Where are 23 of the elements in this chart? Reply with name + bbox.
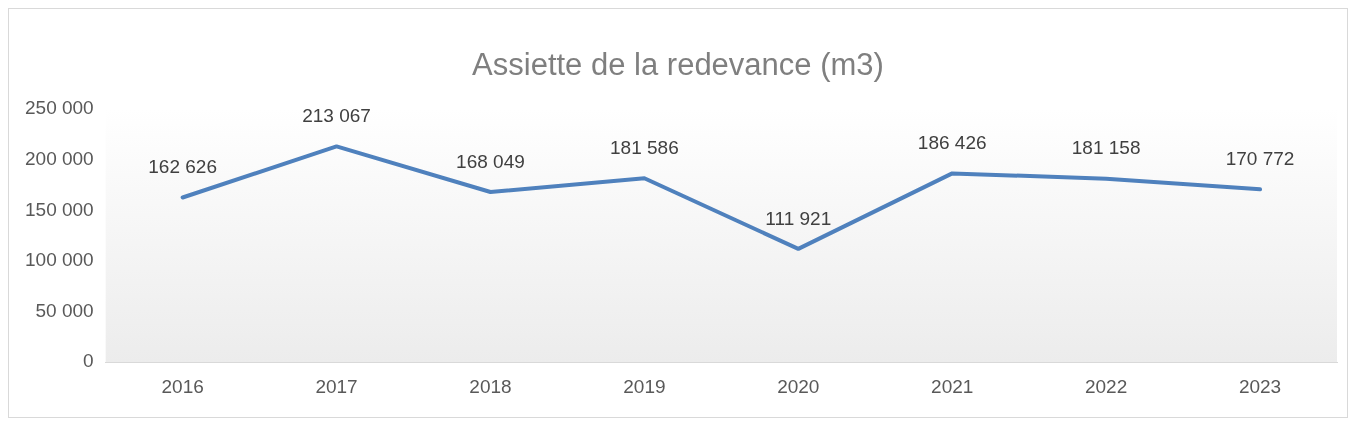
x-tick-label: 2023 (1238, 375, 1282, 397)
data-label: 162 626 (148, 156, 217, 178)
data-label: 186 426 (917, 132, 987, 154)
x-tick-label: 2016 (161, 375, 204, 397)
x-tick-label: 2021 (931, 375, 974, 397)
y-tick-label: 0 (83, 350, 94, 372)
data-label: 213 067 (302, 105, 371, 127)
y-tick-label: 200 000 (24, 147, 94, 169)
x-tick-label: 2019 (623, 375, 666, 397)
x-tick-label: 2020 (777, 375, 820, 397)
x-tick-label: 2017 (315, 375, 358, 397)
x-tick-label: 2018 (469, 375, 512, 397)
data-label: 168 049 (456, 150, 525, 172)
data-label: 170 772 (1225, 147, 1295, 169)
y-tick-label: 50 000 (35, 299, 94, 321)
data-label: 181 158 (1071, 137, 1141, 159)
y-tick-label: 100 000 (24, 249, 94, 271)
data-label: 111 921 (765, 207, 832, 229)
chart-title: Assiette de la redevance (m3) (471, 47, 885, 83)
x-tick-label: 2022 (1084, 375, 1128, 397)
y-tick-label: 250 000 (24, 97, 94, 119)
y-tick-label: 150 000 (24, 198, 94, 220)
data-label: 181 586 (610, 137, 679, 159)
